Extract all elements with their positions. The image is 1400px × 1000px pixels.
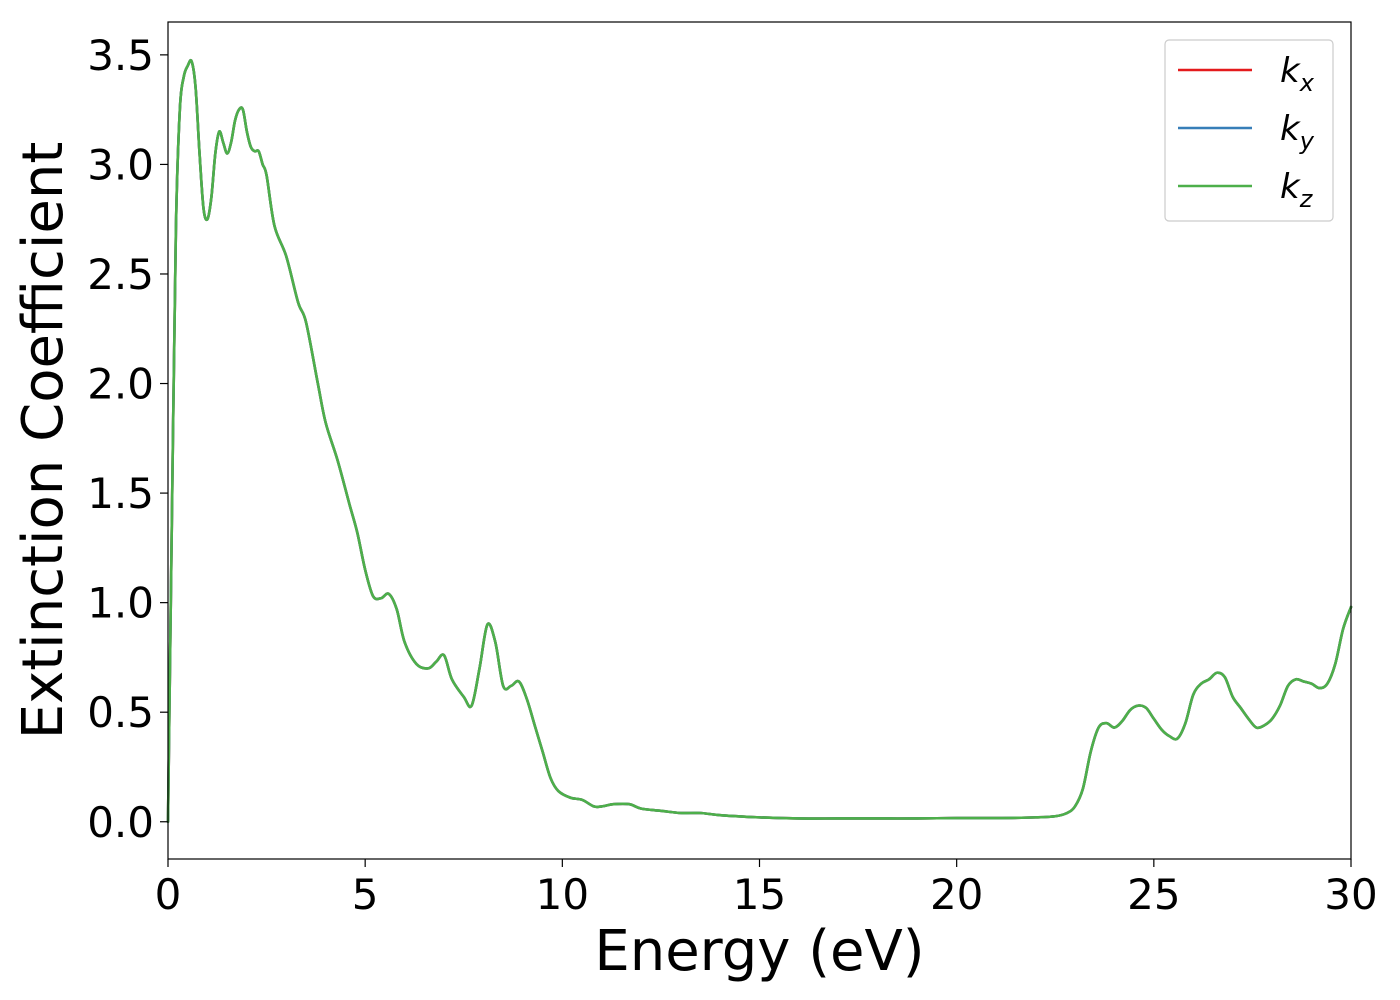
x-tick-label: 0 [155,870,182,919]
y-tick-label: 2.5 [87,250,154,299]
legend-box [1164,39,1334,222]
y-tick-label: 3.5 [87,31,154,80]
legend-label-ky: ky [1280,109,1315,155]
x-axis-label: Energy (eV) [594,919,924,984]
legend: kx ky kz [1164,39,1334,222]
y-tick-label: 3.0 [87,140,154,189]
x-tick-label: 25 [1127,870,1180,919]
legend-label-kz: kz [1280,167,1314,213]
series-layer [166,58,1353,824]
y-axis-label: Extinction Coefficient [11,142,76,740]
y-tick-label: 0.0 [87,798,154,847]
x-ticks: 0 5 10 15 20 25 30 [155,859,1378,919]
y-ticks: 0.0 0.5 1.0 1.5 2.0 2.5 3.0 3.5 [87,31,168,847]
x-tick-label: 10 [536,870,589,919]
y-tick-label: 2.0 [87,360,154,409]
x-tick-label: 5 [352,870,379,919]
x-tick-label: 30 [1324,870,1377,919]
y-tick-label: 1.0 [87,579,154,628]
y-tick-label: 1.5 [87,469,154,518]
y-tick-label: 0.5 [87,688,154,737]
series-line-kz [166,58,1353,824]
x-tick-label: 20 [930,870,983,919]
x-tick-label: 15 [733,870,786,919]
legend-label-kx: kx [1280,51,1315,97]
